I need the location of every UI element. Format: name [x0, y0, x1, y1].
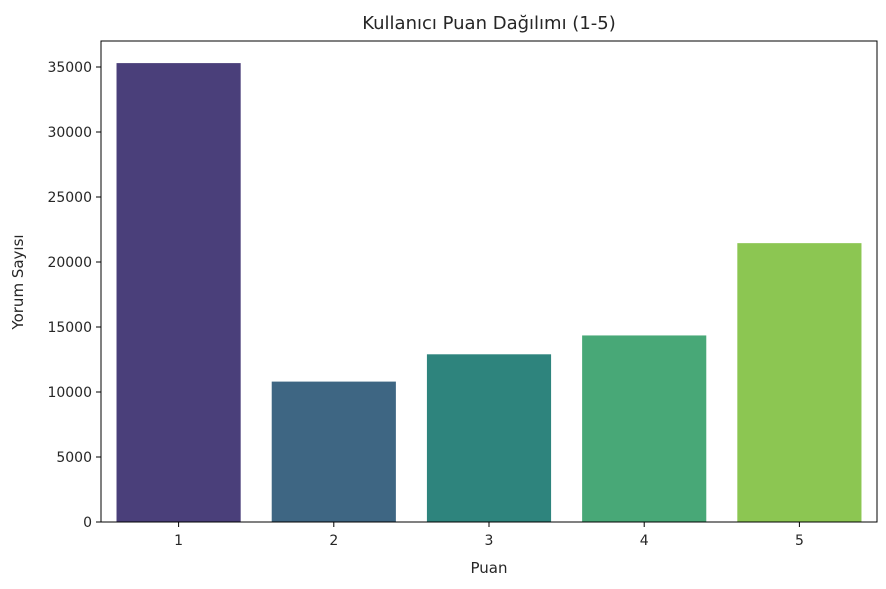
bar-3	[426, 354, 552, 522]
y-tick-label: 35000	[47, 60, 92, 76]
y-tick-label: 30000	[47, 125, 92, 141]
x-tick-label: 2	[329, 533, 338, 549]
y-tick-label: 20000	[47, 255, 92, 271]
bar-5	[737, 243, 862, 522]
plot-frame	[100, 40, 878, 523]
x-tick-label: 3	[485, 533, 494, 549]
y-tick-label: 10000	[47, 385, 92, 401]
x-tick-label: 5	[795, 533, 804, 549]
bars-layer	[116, 63, 862, 522]
y-tick-label: 15000	[47, 320, 92, 336]
y-tick-label: 25000	[47, 190, 92, 206]
y-axis-ticks: 0 5000 10000 15000 20000 25000 30000 35000	[47, 60, 101, 531]
y-axis-label: Yorum Sayısı	[9, 234, 27, 330]
x-tick-label: 1	[174, 533, 183, 549]
x-axis-ticks: 1 2 3 4 5	[174, 522, 804, 549]
bar-4	[582, 335, 707, 522]
x-axis-label: Puan	[471, 559, 508, 577]
chart-title: Kullanıcı Puan Dağılımı (1-5)	[362, 13, 616, 34]
bar-2	[271, 381, 396, 522]
y-tick-label: 0	[83, 515, 92, 531]
bar-1	[116, 63, 241, 522]
x-tick-label: 4	[640, 533, 649, 549]
y-tick-label: 5000	[56, 450, 92, 466]
